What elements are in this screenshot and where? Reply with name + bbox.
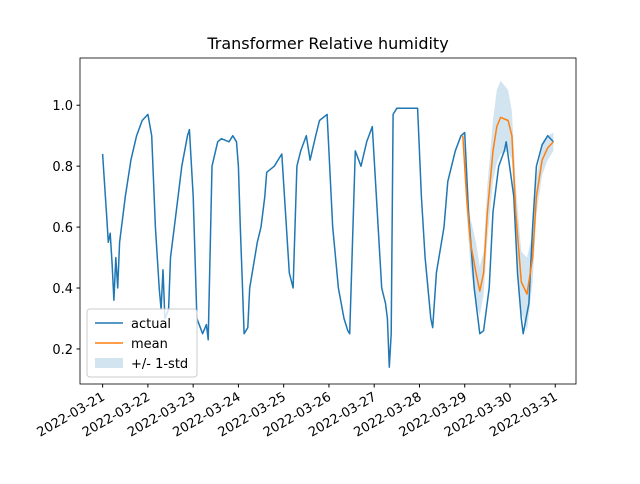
y-tick-label: 0.4 <box>52 282 73 297</box>
legend-label: mean <box>131 337 168 352</box>
plot-frame <box>79 57 577 385</box>
y-tick-label: 0.8 <box>52 160 73 175</box>
legend-label: +/- 1-std <box>131 357 188 372</box>
y-tick-label: 1.0 <box>52 99 73 114</box>
legend-label: actual <box>131 317 171 332</box>
y-tick-label: 0.6 <box>52 221 73 236</box>
chart-title: Transformer Relative humidity <box>206 34 448 53</box>
legend-box <box>86 308 198 378</box>
y-tick-label: 0.2 <box>52 343 73 358</box>
legend-patch <box>95 358 123 368</box>
series-line <box>101 107 554 368</box>
series-line <box>462 116 554 295</box>
